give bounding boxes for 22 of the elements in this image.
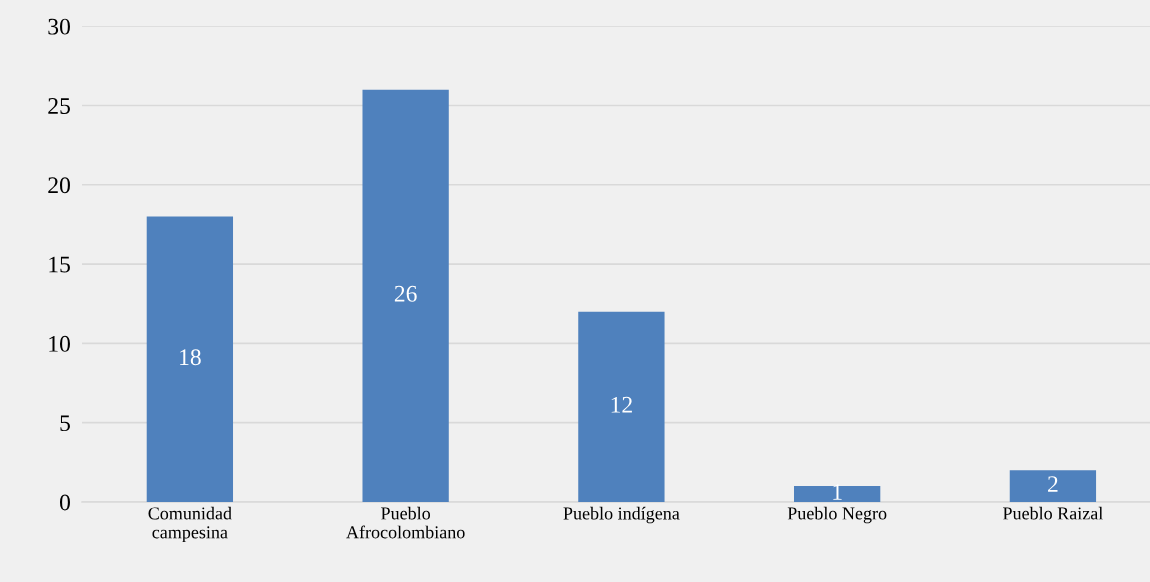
- y-tick-label: 5: [60, 415, 70, 432]
- x-tick-label: Pueblo Afrocolombiano: [346, 506, 465, 539]
- data-label: 12: [611, 396, 632, 413]
- y-tick-label: 0: [59, 494, 70, 511]
- bar: [1009, 470, 1097, 502]
- bar: [794, 486, 881, 502]
- y-tick-label: 30: [48, 18, 70, 35]
- x-tick-label: Comunidad campesina: [148, 506, 232, 543]
- bar: [362, 89, 449, 502]
- bar: [146, 216, 234, 502]
- y-tick-label: 20: [48, 177, 70, 194]
- y-tick-label: 25: [48, 98, 70, 114]
- data-label: 1: [833, 484, 842, 500]
- data-label: 26: [394, 285, 417, 302]
- bar: [578, 311, 665, 502]
- data-label: 18: [180, 349, 201, 366]
- y-tick-label: 15: [49, 256, 70, 273]
- x-tick-label: Pueblo Negro: [787, 506, 887, 524]
- x-tick-label: Pueblo Raizal: [1003, 506, 1103, 520]
- x-tick-label: Pueblo indígena: [563, 506, 680, 524]
- y-tick-label: 10: [49, 335, 70, 352]
- data-label: 2: [1048, 476, 1058, 492]
